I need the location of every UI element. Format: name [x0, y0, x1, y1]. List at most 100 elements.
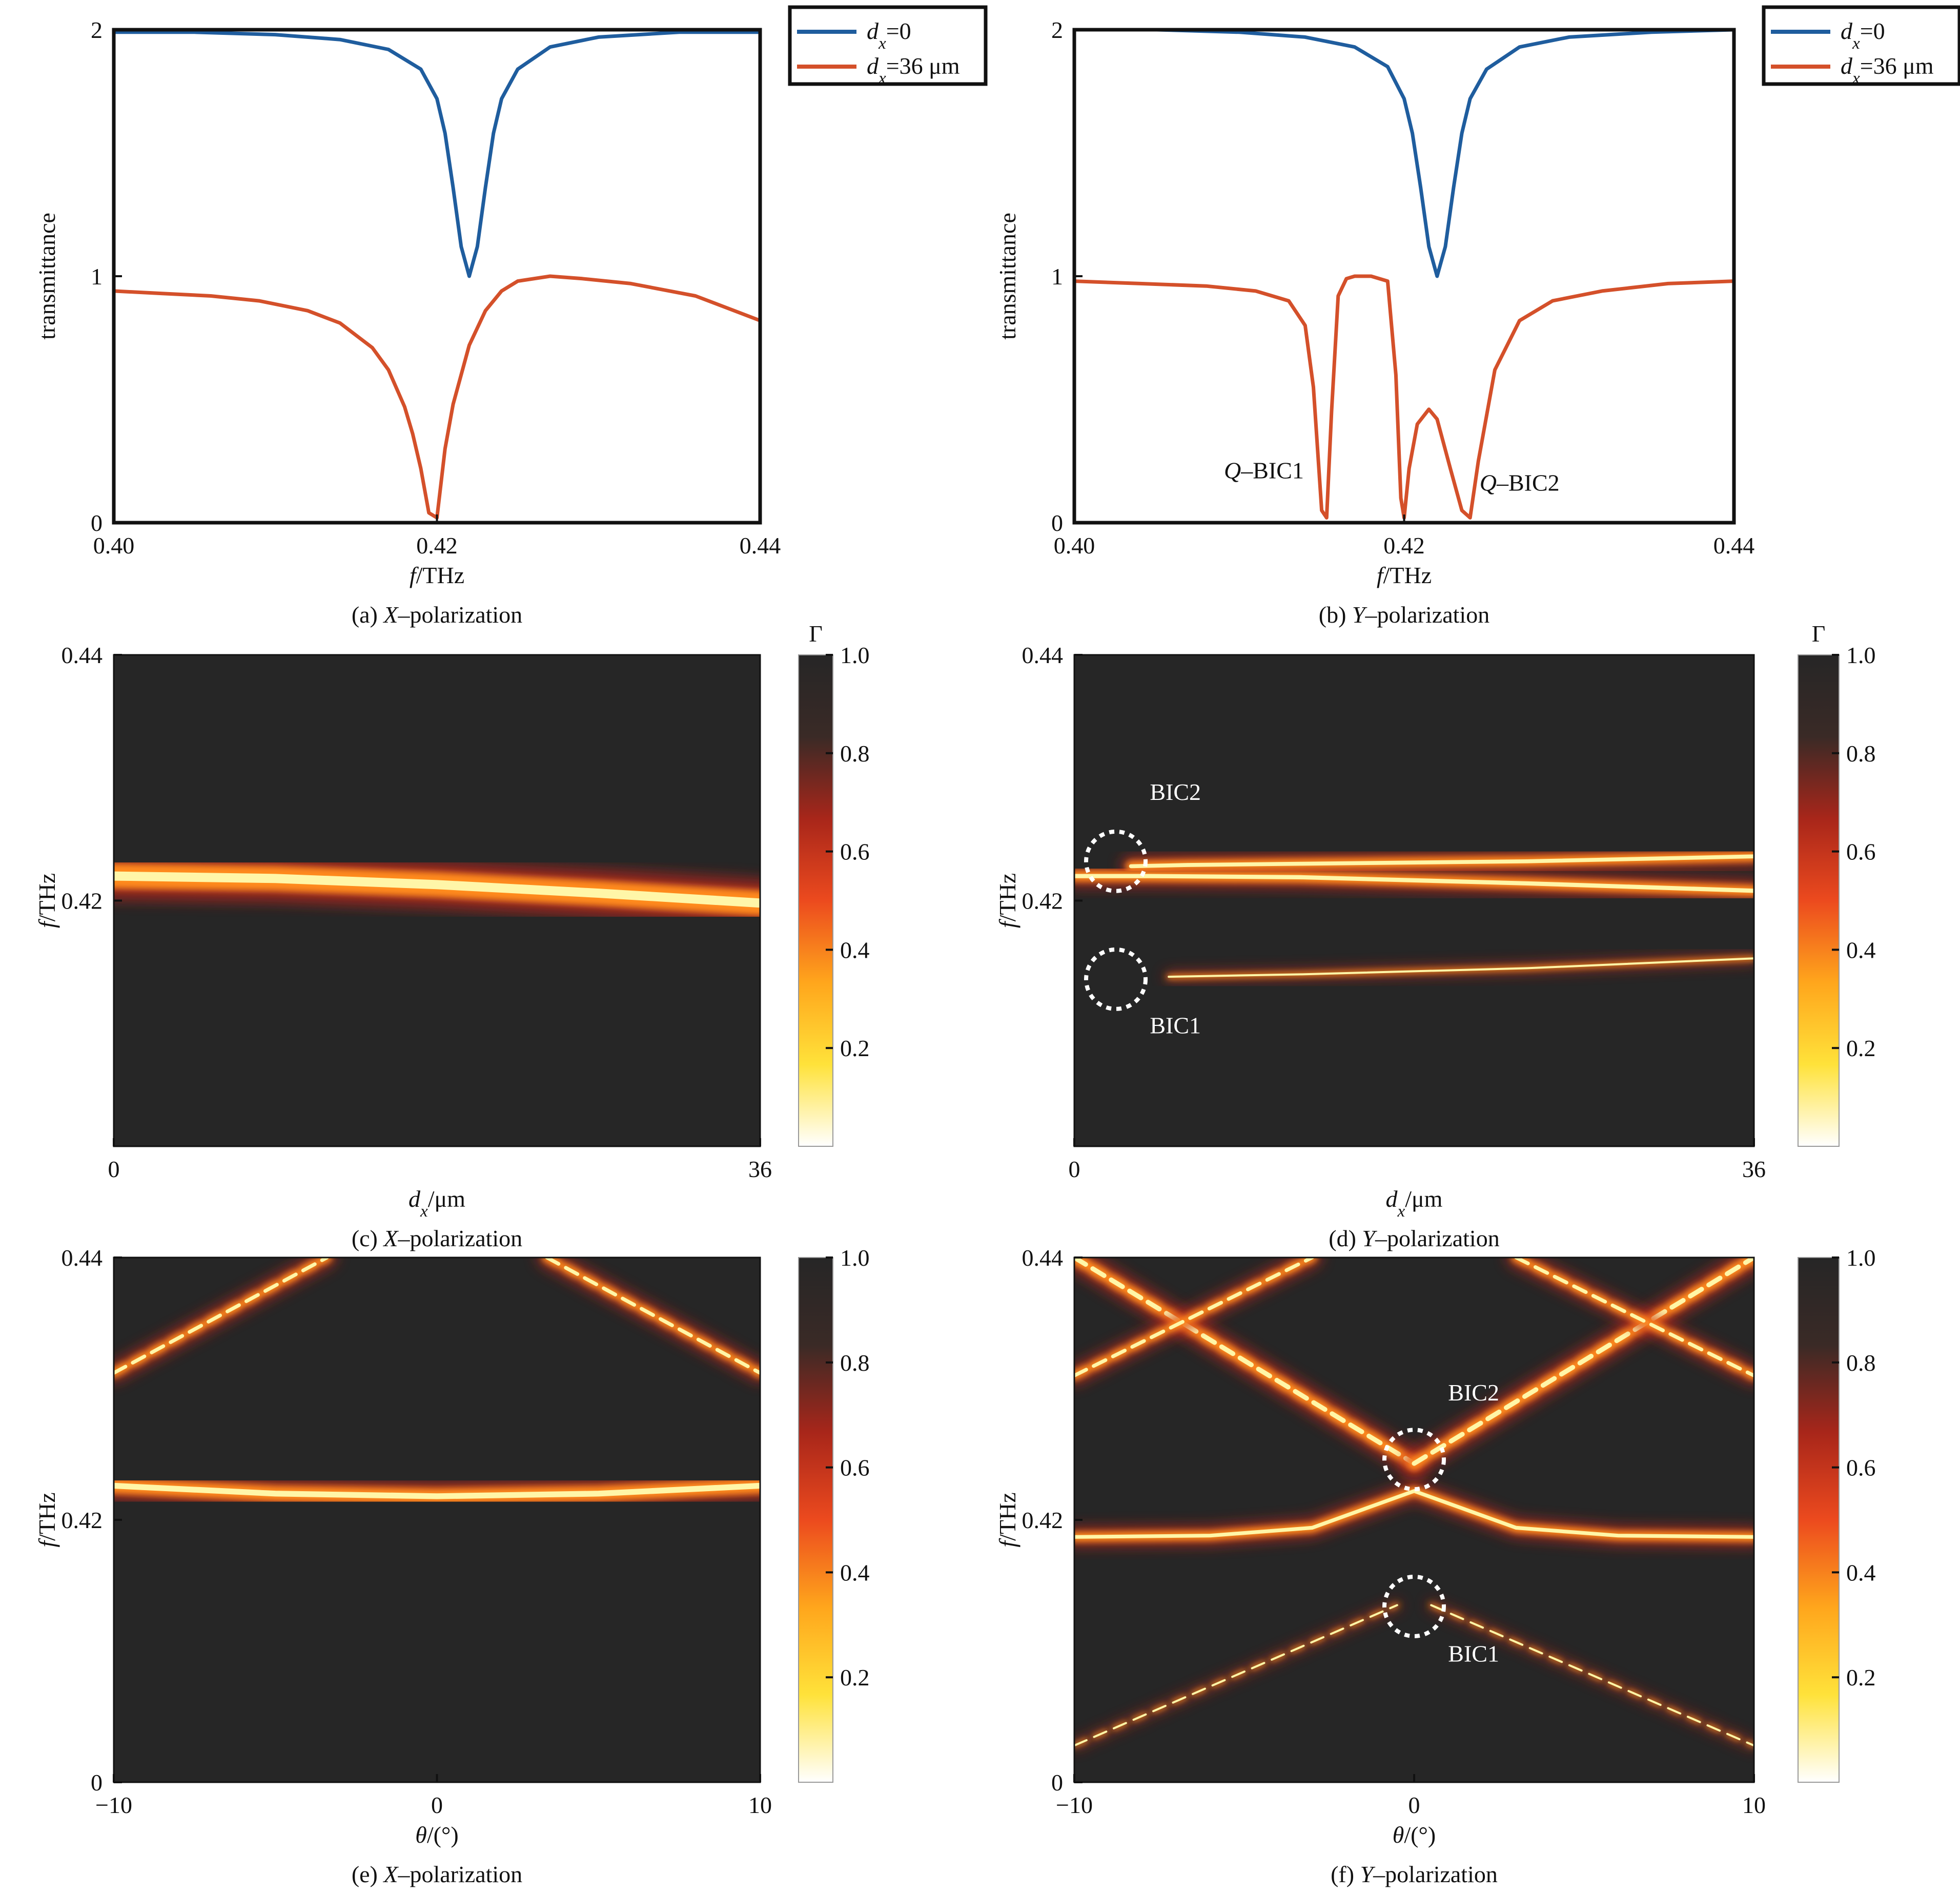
x-tick-label-part: 0 [431, 1792, 443, 1818]
colorbar-tick-label: 0.6 [840, 1455, 870, 1481]
x-axis-label: f/THz [1377, 562, 1432, 588]
y-axis-label: f/THz [994, 1492, 1020, 1547]
colorbar-tick-label-part: 0.4 [840, 937, 870, 963]
colorbar-tick-label-part: 1.0 [840, 642, 870, 668]
series-line-1 [1074, 274, 1734, 520]
annotation-label: BIC1 [1448, 1640, 1499, 1666]
x-tick-label-part: 36 [748, 1156, 772, 1182]
legend-label: dx=36 μm [867, 53, 960, 88]
colorbar-tick-label: 1.0 [1846, 1245, 1876, 1271]
y-axis-label: transmittance [994, 213, 1020, 340]
annotation-label-part: Q [1480, 469, 1497, 496]
colorbar-tick-label-part: 0.2 [840, 1035, 870, 1061]
heatmap-background [114, 1258, 760, 1782]
x-tick-label-part: 0.40 [1054, 532, 1095, 559]
legend-label-part: =0 [1860, 18, 1885, 44]
plot-area [1074, 30, 1734, 523]
y-tick-label: 1 [91, 263, 103, 290]
series-line-0 [1074, 30, 1734, 278]
y-tick-label: 0.44 [1022, 642, 1064, 668]
x-tick-label: 10 [748, 1792, 772, 1818]
bic-circle-0 [1084, 829, 1148, 893]
x-axis-label: θ/(°) [415, 1822, 458, 1848]
x-axis-label-part: x [1397, 1202, 1405, 1221]
annotation-label: Q–BIC1 [1224, 457, 1304, 483]
band-core-0 [114, 1482, 760, 1499]
x-tick-label: 0.40 [93, 532, 135, 559]
x-tick-label-part: 36 [1742, 1156, 1766, 1182]
annotation-label-part: Q [1224, 457, 1241, 483]
x-tick-label-part: 0.42 [1383, 532, 1425, 559]
band-core-2 [1168, 957, 1754, 978]
colorbar-tick-label-part: 0.2 [840, 1664, 870, 1691]
colorbar-tick-label: 0.4 [840, 1559, 870, 1585]
band-core-1 [1129, 854, 1754, 869]
annotation-label-part: BIC2 [1448, 1379, 1499, 1406]
annotation-label-part: BIC1 [1448, 1640, 1499, 1666]
colorbar-tick-label: 0.2 [840, 1664, 870, 1691]
colorbar [798, 654, 833, 1147]
x-axis-label-part: /THz [1383, 562, 1432, 588]
band-core-1 [114, 1258, 329, 1375]
colorbar-tick-label: 0.6 [1846, 839, 1876, 865]
x-tick-label: −10 [95, 1792, 132, 1818]
annotation-label: BIC1 [1150, 1012, 1201, 1038]
colorbar-tick-label-part: 0.8 [1846, 740, 1876, 767]
colorbar [1798, 654, 1840, 1147]
y-tick-label: 0.42 [1022, 1507, 1064, 1533]
colorbar-tick-label-part: 0.8 [840, 1350, 870, 1376]
x-axis-label-part: /THz [416, 562, 465, 588]
colorbar-tick-label: 1.0 [1846, 642, 1876, 668]
x-tick-label-part: 10 [748, 1792, 772, 1818]
heatmap-background [1074, 655, 1754, 1146]
panel-caption-part: (d) [1329, 1225, 1362, 1251]
heatmap-group [114, 1258, 760, 1511]
y-axis-label: transmittance [34, 213, 60, 340]
y-tick-label: 0.42 [62, 1507, 103, 1533]
colorbar-tick-label: 0.6 [1846, 1455, 1876, 1481]
band-core-6 [1430, 1604, 1754, 1747]
x-tick-label-part: 0.42 [416, 532, 458, 559]
panel-caption-part: –polarization [397, 1225, 522, 1251]
colorbar-tick-label: 0.8 [840, 740, 870, 767]
x-axis-label-part: d [409, 1186, 421, 1212]
legend-label-part: x [1852, 69, 1860, 88]
panel-caption: (c) X–polarization [352, 1225, 522, 1251]
panel-b: 0.40 0.42 0.44 0 1 2 f/THz transmittance (b) Y–p… [994, 5, 1960, 628]
x-tick-label: 36 [748, 1156, 772, 1182]
colorbar [798, 1257, 833, 1783]
y-tick-label-part: 0.42 [62, 1507, 103, 1533]
y-tick-label: 0 [1051, 510, 1063, 536]
annotation-label-part: BIC2 [1150, 779, 1201, 805]
y-tick-label: 0.44 [62, 642, 103, 668]
colorbar-tick-label-part: 1.0 [1846, 1245, 1876, 1271]
x-axis-label: θ/(°) [1393, 1822, 1436, 1848]
colorbar-tick-label-part: 0.6 [1846, 1455, 1876, 1481]
annotation-label-part: –BIC2 [1496, 469, 1560, 496]
y-tick-label-part: 2 [91, 17, 103, 43]
x-axis-label: f/THz [410, 562, 464, 588]
panel-caption-part: X [382, 1225, 399, 1251]
panel-e: 1.00.80.60.40.2−10 0 1000.420.44θ/(°)f/THz… [34, 1245, 870, 1887]
x-axis-label: dx/μm [1386, 1186, 1443, 1221]
colorbar-tick-label-part: 0.4 [1846, 937, 1876, 963]
x-tick-label: 0 [1408, 1792, 1420, 1818]
panel-caption-part: Y [1352, 602, 1367, 628]
y-axis-label: f/THz [34, 1492, 60, 1547]
legend-box [1762, 5, 1960, 86]
colorbar-tick-label-part: 0.4 [1846, 1559, 1876, 1585]
y-tick-label-part: 0 [91, 510, 103, 536]
colorbar-tick-label: 0.2 [840, 1035, 870, 1061]
x-axis-label-part: x [420, 1202, 428, 1221]
y-tick-label-part: 0.42 [1022, 888, 1064, 914]
colorbar [1798, 1257, 1840, 1783]
panel-caption-part: X [382, 1861, 399, 1887]
x-axis-label-part: /(°) [427, 1822, 459, 1848]
x-axis-label-part: /(°) [1404, 1822, 1436, 1848]
heatmap-group [114, 852, 760, 926]
x-tick-label-part: 10 [1742, 1792, 1766, 1818]
legend-label-part: d [867, 53, 879, 79]
legend-label-part: x [878, 69, 886, 88]
y-tick-label-part: 0 [1051, 510, 1063, 536]
